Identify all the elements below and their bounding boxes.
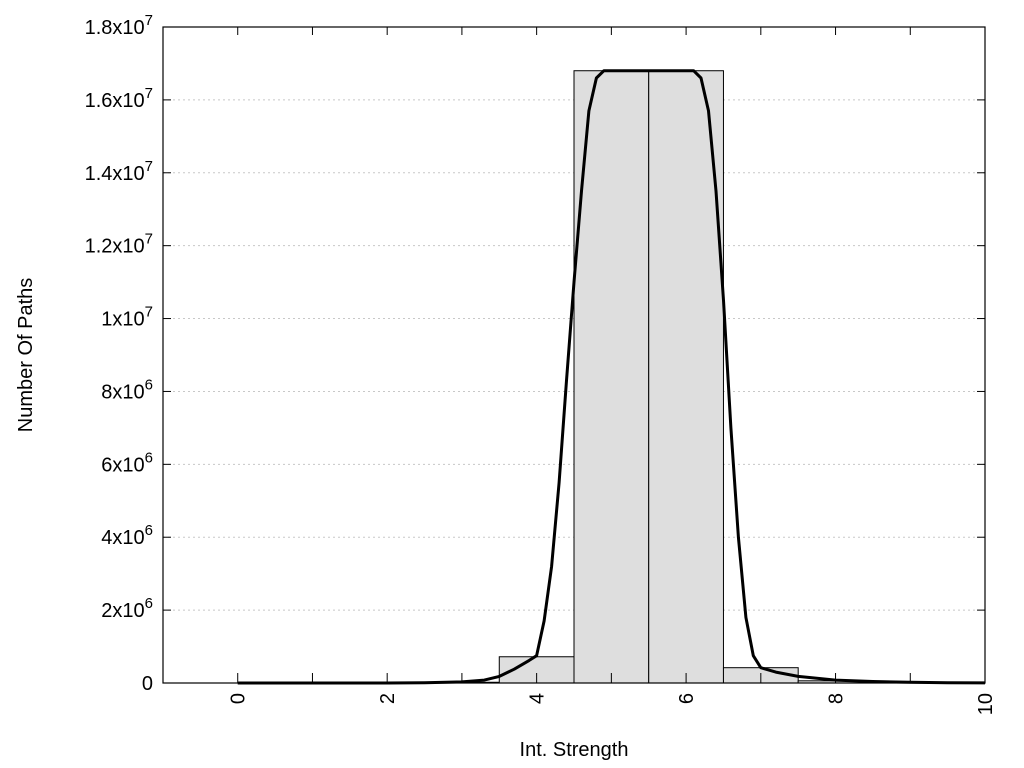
y-tick-label-5: 1x107	[101, 304, 153, 331]
y-tick-label-7: 1.4x107	[85, 158, 153, 185]
y-tick-label-2: 4x106	[101, 522, 153, 549]
axis-ticks	[163, 26, 986, 684]
x-axis-label: Int. Strength	[520, 739, 629, 761]
histogram-bars	[424, 70, 949, 684]
y-tick-label-0: 0	[142, 673, 153, 695]
x-tick-label-0: 0	[228, 693, 250, 704]
x-tick-labels: 0 2 4 6 8 10	[228, 693, 997, 715]
fit-curve	[237, 69, 986, 685]
x-tick-label-8: 8	[826, 693, 848, 704]
y-tick-label-6: 1.2x107	[85, 231, 153, 258]
y-tick-label-8: 1.6x107	[85, 85, 153, 112]
x-tick-label-6: 6	[676, 693, 698, 704]
y-tick-label-3: 6x106	[101, 449, 153, 476]
plot-frame	[162, 26, 986, 684]
y-tick-label-4: 8x106	[101, 376, 153, 403]
x-tick-label-10: 10	[975, 693, 997, 715]
x-tick-label-4: 4	[527, 693, 549, 704]
y-tick-labels: 0 2x106 4x106 6x106 8x106 1x107 1.2x107 1.4x107…	[85, 12, 153, 695]
x-tick-label-2: 2	[377, 693, 399, 704]
y-tick-label-1: 2x106	[101, 595, 153, 622]
y-axis-label: Number Of Paths	[15, 278, 37, 433]
bar-6	[648, 70, 724, 684]
y-tick-label-9: 1.8x107	[85, 12, 153, 39]
curve-line	[237, 69, 986, 685]
